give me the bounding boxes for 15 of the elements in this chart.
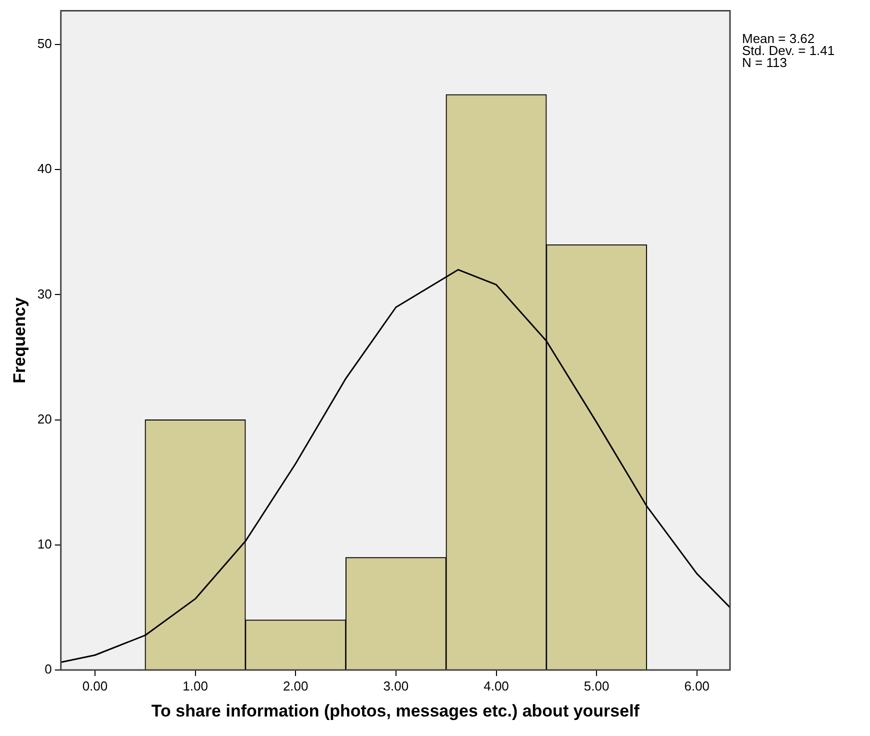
x-tick-label: 4.00 [484, 678, 509, 694]
x-tick-label: 6.00 [684, 678, 710, 694]
x-tick-label: 1.00 [182, 678, 208, 694]
y-tick-label: 20 [37, 411, 52, 426]
x-tick-label: 2.00 [282, 678, 308, 694]
y-tick-label: 40 [37, 161, 52, 176]
y-tick-label: 0 [44, 662, 52, 677]
y-tick-label: 50 [37, 36, 52, 52]
x-tick-label: 5.00 [584, 678, 610, 694]
y-tick-label: 10 [37, 536, 52, 552]
x-tick-label: 0.00 [82, 678, 108, 694]
x-axis-title: To share information (photos, messages etc.) about yourself [151, 701, 640, 720]
x-tick-label: 3.00 [383, 678, 409, 694]
y-tick-label: 30 [37, 286, 52, 302]
y-axis-title: Frequency [10, 296, 29, 384]
